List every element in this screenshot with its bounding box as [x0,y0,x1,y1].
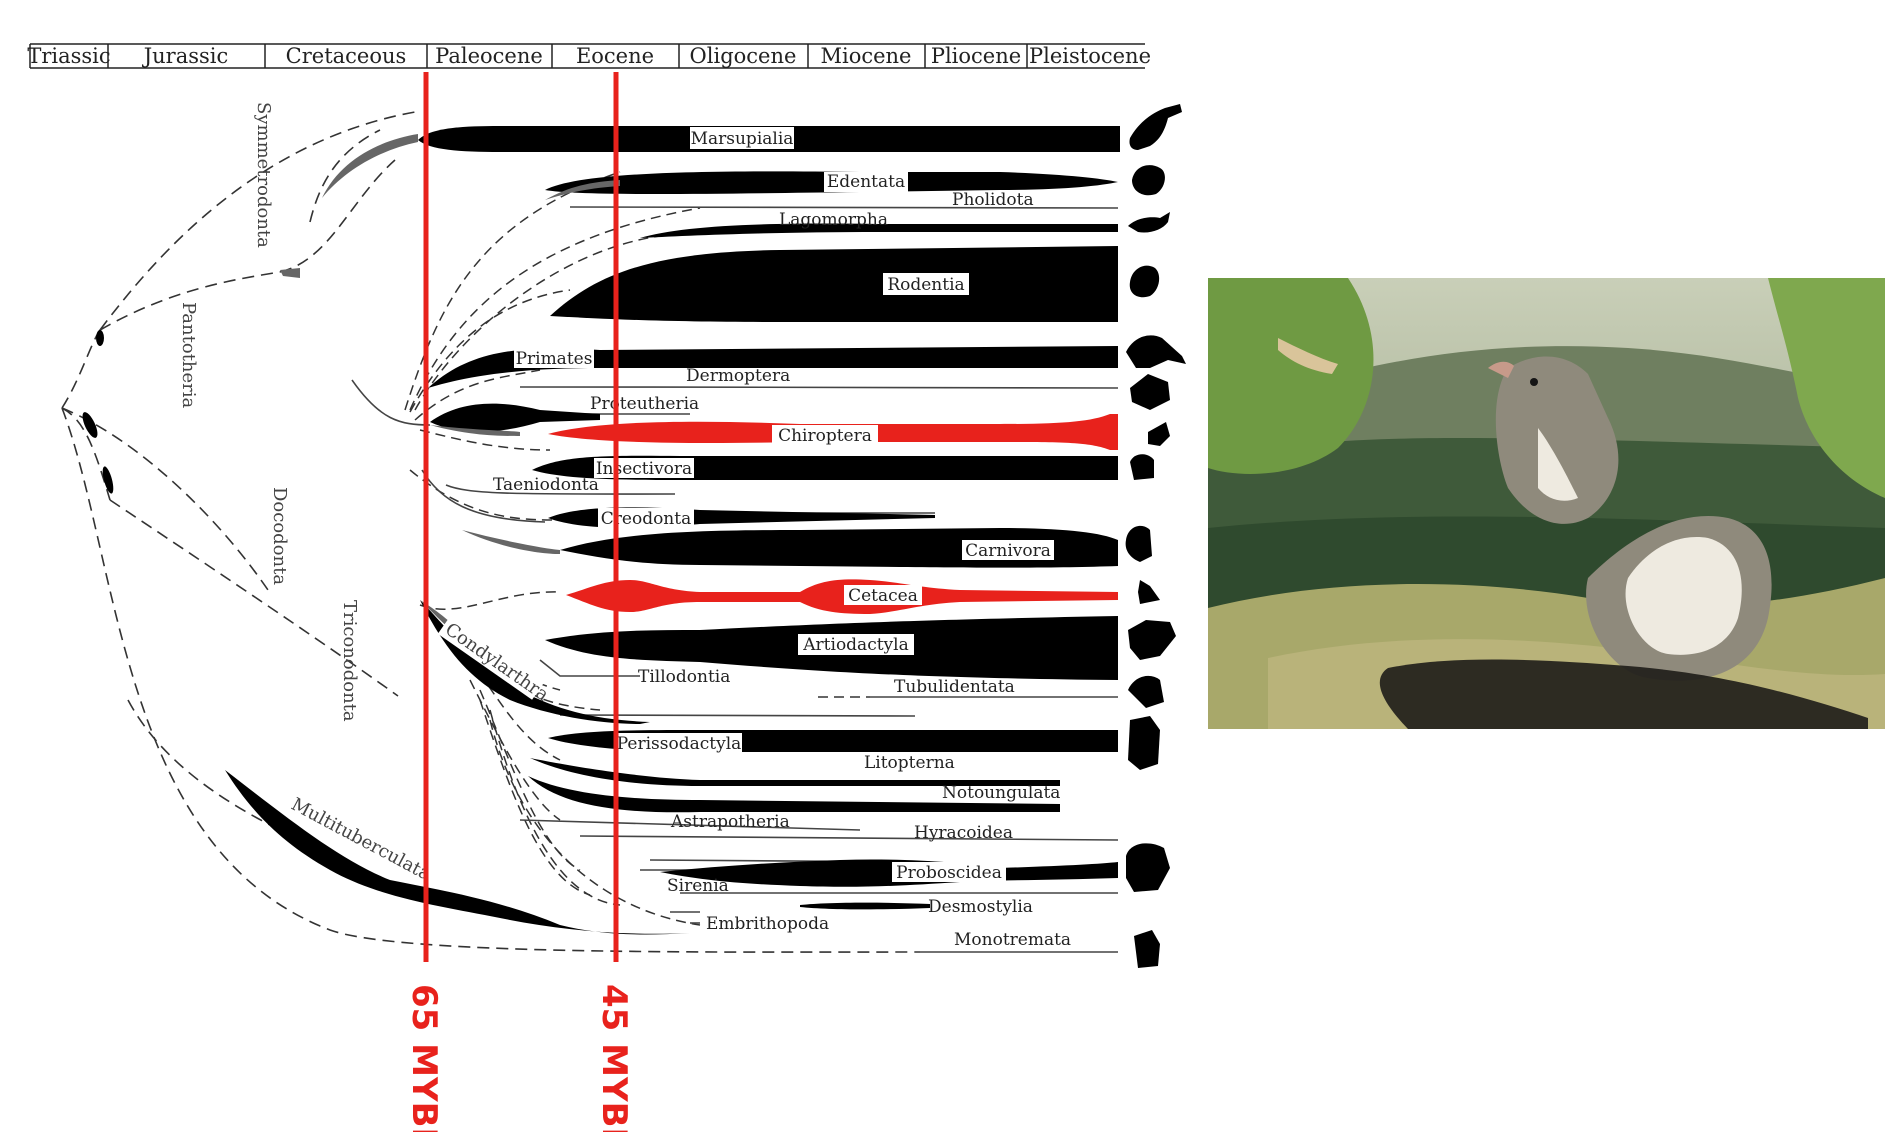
colugo-icon [1130,374,1170,410]
shrew-icon [1130,454,1154,480]
lineage-bars [82,126,1120,935]
grey-wedges [280,134,620,652]
taxon-label-notoungulata: Notoungulata [942,783,1060,803]
period-label: Pliocene [931,44,1021,68]
armadillo-icon [1132,165,1165,196]
cat-icon [1125,525,1152,562]
clade-label-docodonta: Docodonta [269,487,290,585]
taxon-label-edentata: Edentata [827,172,905,192]
lineage-litopterna [530,758,1060,786]
taxon-label-primates: Primates [516,349,593,369]
marker-label-45-mybp: 45 MYBP [594,984,634,1132]
period-header: Triassic Jurassic Cretaceous Paleocene E… [27,43,1151,69]
lineage-cetacea [566,579,1118,614]
mammal-phylogeny-diagram: Triassic Jurassic Cretaceous Paleocene E… [27,43,1186,1132]
taxon-label-carnivora: Carnivora [965,541,1051,561]
period-label: Oligocene [690,44,797,68]
taxon-label-pholidota: Pholidota [952,190,1034,210]
taxon-label-cetacea: Cetacea [848,586,918,606]
period-label: Triassic [27,44,110,68]
period-label: Cretaceous [286,44,407,68]
aardvark-icon [1128,675,1164,708]
taxon-label-rodentia: Rodentia [887,275,964,295]
taxon-label-litopterna: Litopterna [864,753,955,773]
squirrel-icon [1129,265,1160,298]
kangaroo-icon [1129,104,1182,150]
whale-icon [1138,580,1160,604]
clade-label-pantotheria: Pantotheria [178,302,199,409]
taxon-label-lagomorpha: Lagomorpha [779,210,888,230]
lineage-rodentia [550,246,1118,322]
lineage-proteutheria [430,403,600,432]
marker-label-65-mybp: 65 MYBP [404,984,444,1132]
lineage-condylarthra [420,600,650,724]
horse-icon [1128,716,1160,770]
lineage-notoungulata [528,776,1060,813]
taxon-label-tubulidentata: Tubulidentata [894,677,1015,697]
taxon-label-proteutheria: Proteutheria [590,394,699,414]
taxon-label-tillodontia: Tillodontia [638,667,730,687]
lineage-primates [428,346,1118,388]
platypus-icon [1134,930,1160,968]
taxon-label-embrithopoda: Embrithopoda [706,914,829,934]
period-label: Eocene [576,44,654,68]
lineage-lagomorpha [640,223,1118,238]
period-label: Paleocene [435,44,543,68]
taxon-label-insectivora: Insectivora [596,459,692,479]
lineage-multituberculata [225,770,690,935]
period-label: Pleistocene [1029,44,1151,68]
animal-silhouettes [1125,104,1186,968]
taxon-label-taeniodonta: Taeniodonta [493,475,599,495]
early-mammal-illustration [1208,278,1885,729]
taxon-label-creodonta: Creodonta [601,509,691,529]
monkey-icon [1126,335,1186,368]
taxon-label-hyracoidea: Hyracoidea [914,823,1013,843]
deer-icon [1128,620,1176,660]
taxon-label-desmostylia: Desmostylia [928,897,1033,917]
ancestral-branches [61,111,921,953]
taxon-label-dermoptera: Dermoptera [686,366,790,386]
taxon-label-chiroptera: Chiroptera [778,426,872,446]
taxon-label-sirenia: Sirenia [667,876,729,896]
hare-icon [1128,212,1170,233]
bat-icon [1148,422,1170,446]
taxon-label-marsupialia: Marsupialia [691,129,794,149]
taxon-label-perissodactyla: Perissodactyla [617,734,742,754]
taxon-label-artiodactyla: Artiodactyla [802,635,908,655]
taxon-label-astrapotheria: Astrapotheria [670,812,790,832]
clade-label-symmetrodonta: Symmetrodonta [253,102,274,248]
taxon-label-monotremata: Monotremata [954,930,1071,950]
plain-labels: Pholidota Lagomorpha Dermoptera Proteuth… [493,190,1071,950]
period-label: Miocene [820,44,911,68]
period-label: Jurassic [142,44,229,68]
elephant-icon [1126,843,1170,892]
clade-label-triconodonta: Triconodonta [339,600,360,722]
boxed-labels: Marsupialia Edentata Rodentia Primates C… [514,127,1054,883]
taxon-label-proboscidea: Proboscidea [896,863,1002,883]
